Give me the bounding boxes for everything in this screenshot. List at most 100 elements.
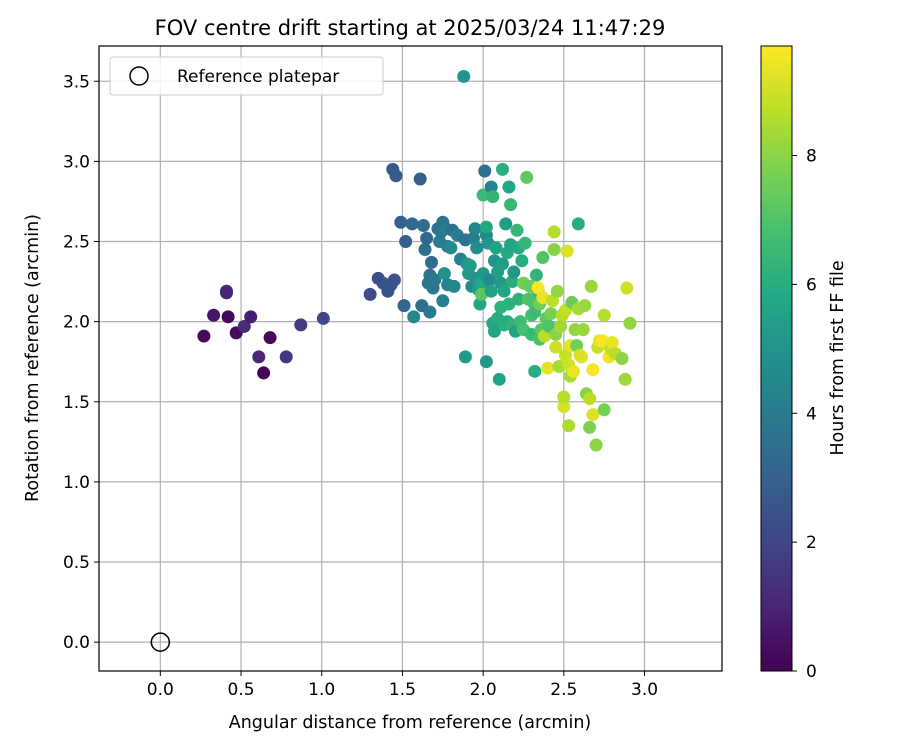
- data-point: [497, 284, 511, 298]
- data-point: [605, 335, 619, 349]
- data-point: [489, 241, 503, 255]
- data-point: [504, 198, 518, 212]
- colorbar-tick-label: 2: [806, 533, 817, 553]
- data-point: [458, 350, 472, 364]
- data-point: [578, 299, 592, 313]
- data-point: [363, 287, 377, 301]
- data-points: [197, 69, 637, 452]
- data-point: [618, 372, 632, 386]
- data-point: [468, 222, 482, 236]
- data-point: [473, 297, 487, 311]
- data-point: [387, 273, 401, 287]
- data-point: [567, 364, 581, 378]
- y-tick-label: 1.5: [63, 393, 90, 413]
- data-point: [244, 310, 258, 324]
- colorbar-tick-label: 0: [806, 662, 817, 682]
- data-point: [571, 217, 585, 231]
- data-point: [237, 319, 251, 333]
- data-point: [484, 180, 498, 194]
- data-point: [424, 255, 438, 269]
- data-point: [495, 257, 509, 271]
- data-point: [484, 284, 498, 298]
- data-point: [505, 275, 519, 289]
- plot-area: [98, 45, 723, 672]
- x-tick-label: 1.0: [308, 680, 335, 700]
- data-point: [544, 307, 558, 321]
- data-point: [623, 316, 637, 330]
- x-tick-label: 1.5: [389, 680, 416, 700]
- data-point: [437, 267, 451, 281]
- legend-box: [109, 56, 384, 96]
- data-point: [597, 403, 611, 417]
- data-point: [541, 361, 555, 375]
- data-point: [529, 268, 543, 282]
- colorbar-label: Hours from first FF file: [828, 260, 848, 455]
- data-point: [428, 273, 442, 287]
- data-point: [221, 310, 235, 324]
- data-point: [416, 218, 430, 232]
- data-point: [420, 231, 434, 245]
- data-point: [463, 259, 477, 273]
- data-point: [479, 355, 493, 369]
- data-point: [316, 311, 330, 325]
- data-point: [620, 281, 634, 295]
- colorbar-ticks: 0 2 4 6 8: [792, 147, 817, 682]
- x-axis-label: Angular distance from reference (arcmin): [229, 713, 592, 733]
- data-point: [584, 279, 598, 293]
- data-point: [502, 180, 516, 194]
- data-point: [478, 164, 492, 178]
- data-point: [562, 419, 576, 433]
- data-point: [554, 319, 568, 333]
- data-point: [279, 350, 293, 364]
- data-point: [399, 235, 413, 249]
- data-point: [583, 392, 597, 406]
- colorbar-gradient: [760, 45, 793, 672]
- data-point: [436, 294, 450, 308]
- x-tick-label: 0.5: [228, 680, 255, 700]
- y-axis-label: Rotation from reference (arcmin): [23, 214, 43, 502]
- data-point: [596, 334, 610, 348]
- y-tick-label: 3.5: [63, 72, 90, 92]
- data-point: [483, 273, 497, 287]
- data-point: [547, 243, 561, 257]
- data-point: [389, 169, 403, 183]
- legend-label-reference-platepar: Reference platepar: [177, 67, 339, 87]
- data-point: [557, 400, 571, 414]
- data-point: [486, 190, 500, 204]
- data-point: [589, 438, 603, 452]
- data-point: [418, 243, 432, 257]
- data-point: [487, 324, 501, 338]
- legend-marker-hollow-circle: [129, 66, 149, 86]
- legend: Reference platepar: [109, 56, 384, 96]
- y-tick-label: 1.0: [63, 473, 90, 493]
- data-point: [510, 223, 524, 237]
- data-point: [552, 360, 566, 374]
- x-tick-label: 0.0: [147, 680, 174, 700]
- x-tick-label: 2.0: [470, 680, 497, 700]
- y-tick-label: 3.0: [63, 152, 90, 172]
- data-point: [479, 220, 493, 234]
- data-point: [515, 254, 529, 268]
- data-point: [583, 420, 597, 434]
- data-point: [576, 323, 590, 337]
- data-point: [197, 329, 211, 343]
- plot-frame: [98, 45, 723, 672]
- data-point: [413, 172, 427, 186]
- data-point: [263, 331, 277, 345]
- data-point: [512, 292, 526, 306]
- data-point: [252, 350, 266, 364]
- x-axis-ticks: 0.0 0.5 1.0 1.5 2.0 2.5 3.0: [147, 671, 658, 700]
- y-tick-label: 2.5: [63, 233, 90, 253]
- data-point: [444, 241, 458, 255]
- y-tick-label: 0.5: [63, 553, 90, 573]
- data-point: [547, 225, 561, 239]
- data-point: [470, 241, 484, 255]
- data-point: [518, 236, 532, 250]
- data-point: [407, 310, 421, 324]
- data-point: [546, 294, 560, 308]
- data-point: [257, 366, 271, 380]
- data-point: [557, 390, 571, 404]
- data-point: [507, 265, 521, 279]
- data-point: [615, 352, 629, 365]
- data-point: [495, 162, 509, 176]
